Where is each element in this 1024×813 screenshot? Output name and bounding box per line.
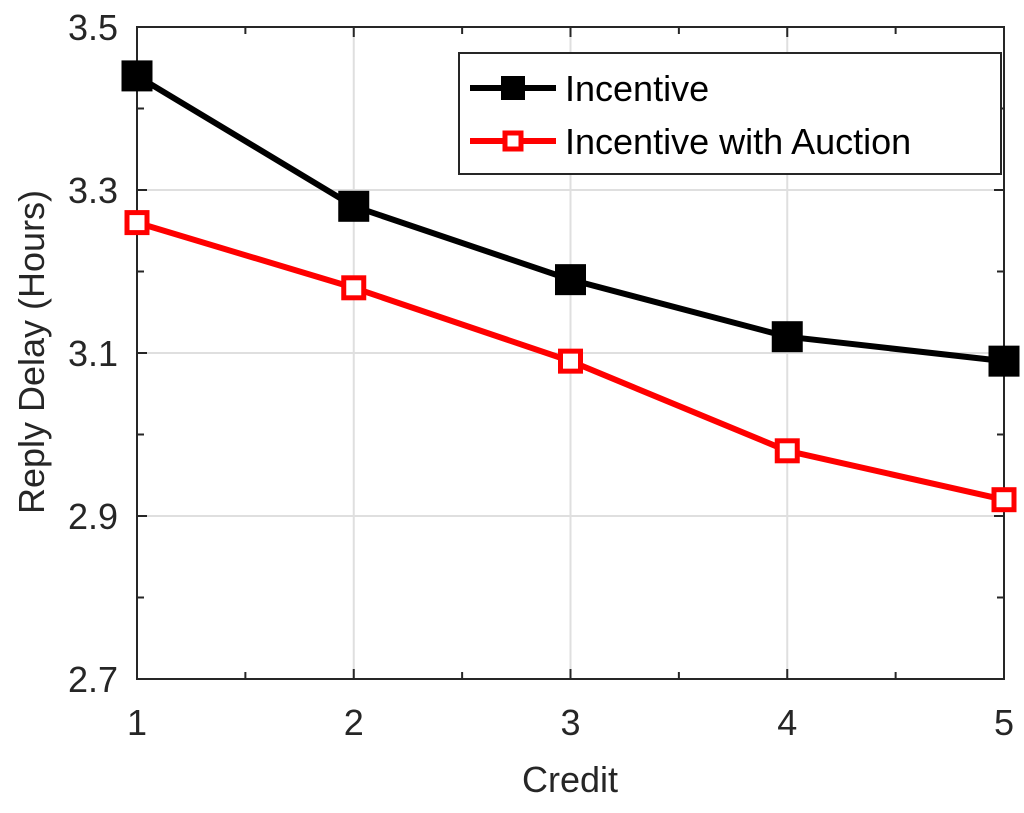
x-tick-label: 3 xyxy=(560,702,580,743)
axes: 1 2 3 4 5 2.7 2.9 3.1 3.3 3.5 xyxy=(68,7,1014,743)
legend-box xyxy=(458,52,1002,175)
y-tick-label: 2.7 xyxy=(68,659,118,700)
x-tick-label: 4 xyxy=(777,702,797,743)
x-axis-label: Credit xyxy=(522,759,618,800)
data-point-incentive xyxy=(555,264,586,296)
legend-marker-incentive-with-auction xyxy=(502,130,524,152)
y-tick-label: 3.5 xyxy=(68,7,118,48)
y-axis-label: Reply Delay (Hours) xyxy=(11,190,52,514)
data-point-incentive-with-auction xyxy=(991,487,1017,513)
data-point-incentive xyxy=(121,60,153,92)
data-point-incentive xyxy=(771,321,803,353)
data-point-incentive xyxy=(338,190,370,222)
x-tick-label: 5 xyxy=(994,702,1014,743)
data-point-incentive-with-auction xyxy=(774,438,800,464)
y-tick-label: 3.1 xyxy=(68,333,118,374)
data-point-incentive xyxy=(988,345,1020,377)
legend-label-incentive-with-auction: Incentive with Auction xyxy=(565,121,911,162)
data-point-incentive-with-auction xyxy=(558,348,583,374)
data-point-incentive-with-auction xyxy=(124,210,150,236)
legend-label-incentive: Incentive xyxy=(565,68,709,109)
legend: Incentive Incentive with Auction xyxy=(458,52,1002,175)
legend-item-incentive: Incentive xyxy=(470,68,709,109)
legend-marker-incentive xyxy=(501,76,525,100)
legend-item-incentive-with-auction: Incentive with Auction xyxy=(470,121,911,162)
x-tick-label: 2 xyxy=(344,702,364,743)
y-tick-label: 2.9 xyxy=(68,496,118,537)
series-layer xyxy=(121,60,1020,513)
x-tick-label: 1 xyxy=(127,702,147,743)
data-point-incentive-with-auction xyxy=(341,275,367,301)
y-tick-label: 3.3 xyxy=(68,170,118,211)
